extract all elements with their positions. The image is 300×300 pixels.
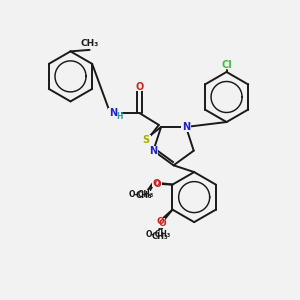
Text: Cl: Cl (221, 60, 232, 70)
FancyBboxPatch shape (108, 108, 121, 119)
Text: S: S (142, 135, 149, 145)
FancyBboxPatch shape (151, 232, 169, 241)
FancyBboxPatch shape (156, 218, 165, 226)
FancyBboxPatch shape (150, 230, 167, 239)
Text: O: O (157, 218, 165, 226)
Text: O: O (136, 82, 144, 92)
Text: O-CH₃: O-CH₃ (129, 190, 154, 199)
Text: O: O (158, 219, 166, 228)
FancyBboxPatch shape (153, 180, 162, 188)
FancyBboxPatch shape (158, 220, 167, 228)
Text: N: N (149, 146, 158, 156)
Text: N: N (109, 108, 117, 118)
Text: CH₃: CH₃ (80, 39, 99, 48)
FancyBboxPatch shape (152, 179, 161, 187)
FancyBboxPatch shape (134, 190, 150, 199)
Text: CH₃: CH₃ (136, 191, 152, 200)
FancyBboxPatch shape (83, 39, 96, 48)
FancyBboxPatch shape (148, 146, 158, 155)
Text: O: O (153, 179, 161, 188)
Text: O-CH₃: O-CH₃ (146, 230, 171, 239)
Text: N: N (182, 122, 190, 132)
FancyBboxPatch shape (221, 60, 232, 69)
FancyBboxPatch shape (140, 135, 151, 145)
Text: O: O (152, 178, 160, 188)
FancyBboxPatch shape (181, 122, 191, 132)
Text: CH₃: CH₃ (152, 232, 168, 241)
FancyBboxPatch shape (135, 191, 153, 200)
FancyBboxPatch shape (135, 82, 144, 91)
Text: H: H (116, 112, 122, 121)
